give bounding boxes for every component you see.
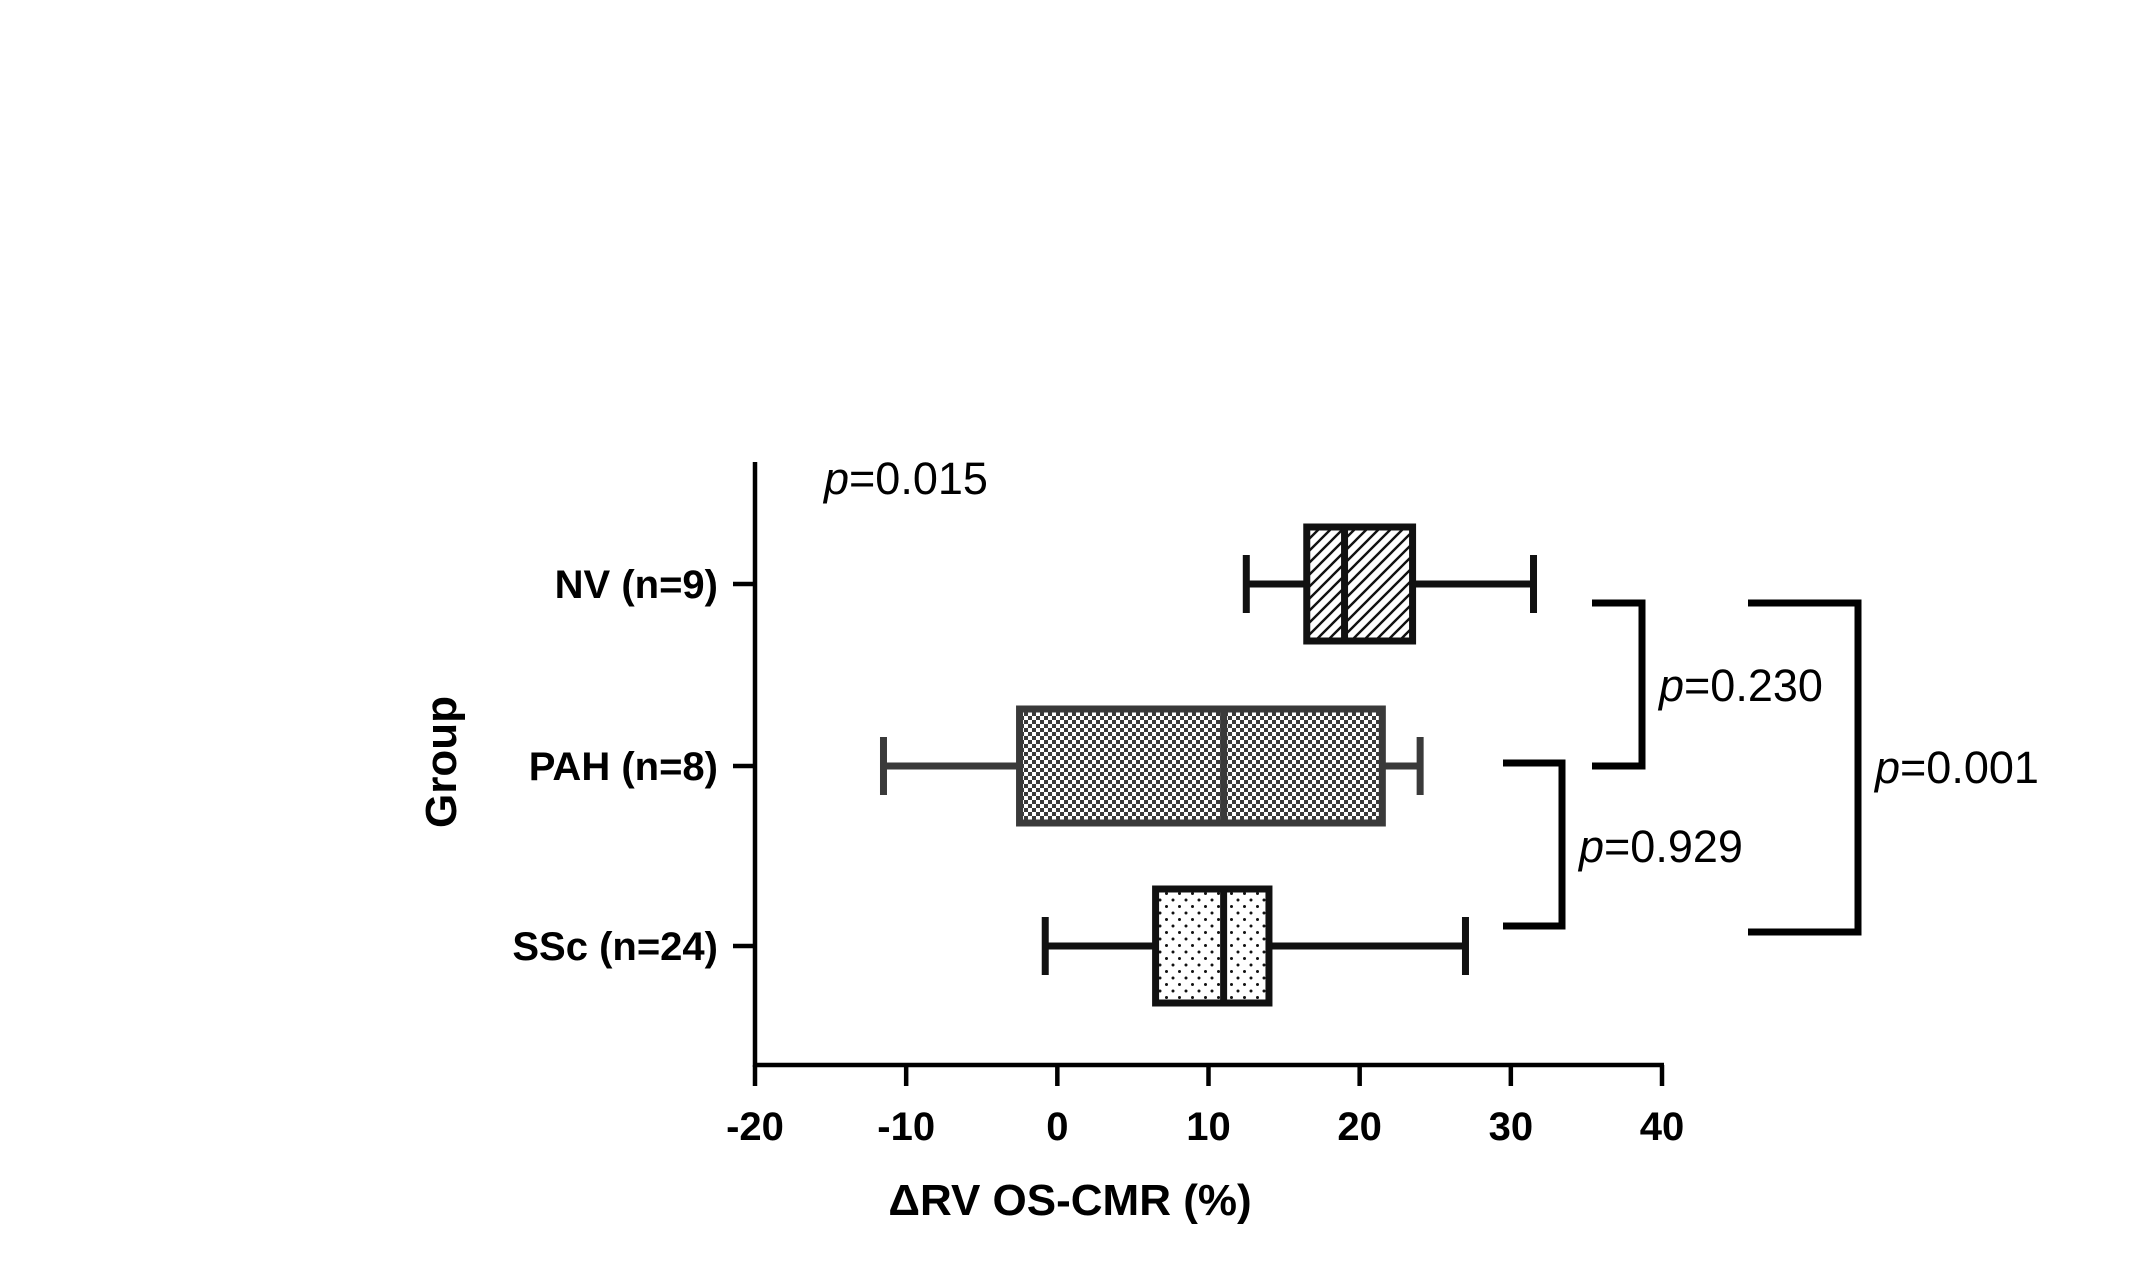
box-iqr [1016,705,1386,827]
bracket-pah-ssc [1503,759,1566,930]
box-iqr [1152,885,1273,1007]
x-tick-label: -20 [726,1105,784,1149]
x-axis-ticks: -20 -10 0 10 20 30 40 [726,1065,1684,1149]
box-group [1242,523,1538,645]
y-axis-title: Group [417,696,466,828]
y-tick-label: SSc (n=24) [512,925,718,969]
p-value-nv-ssc: p=0.001 [1873,742,2039,793]
x-tick-label: 40 [1640,1105,1685,1149]
y-tick-label: NV (n=9) [555,563,718,607]
box-iqr [1303,523,1417,645]
x-axis-title: ΔRV OS-CMR (%) [888,1176,1251,1225]
p-value-pah-ssc: p=0.929 [1577,821,1743,872]
bracket-nv-ssc [1748,599,1862,936]
x-tick-label: 20 [1337,1105,1382,1149]
overall-p-value: p=0.015 [822,453,988,504]
bracket-nv-pah [1592,599,1646,770]
p-value-nv-pah: p=0.230 [1657,660,1823,711]
x-tick-label: 10 [1186,1105,1231,1149]
box-group [1041,885,1469,1007]
x-tick-label: 0 [1046,1105,1068,1149]
box-series [879,523,1538,1007]
x-tick-label: -10 [877,1105,935,1149]
x-tick-label: 30 [1489,1105,1534,1149]
y-axis-ticks: NV (n=9) PAH (n=8) SSc (n=24) [512,563,755,969]
y-tick-label: PAH (n=8) [529,745,718,789]
box-group [879,705,1424,827]
